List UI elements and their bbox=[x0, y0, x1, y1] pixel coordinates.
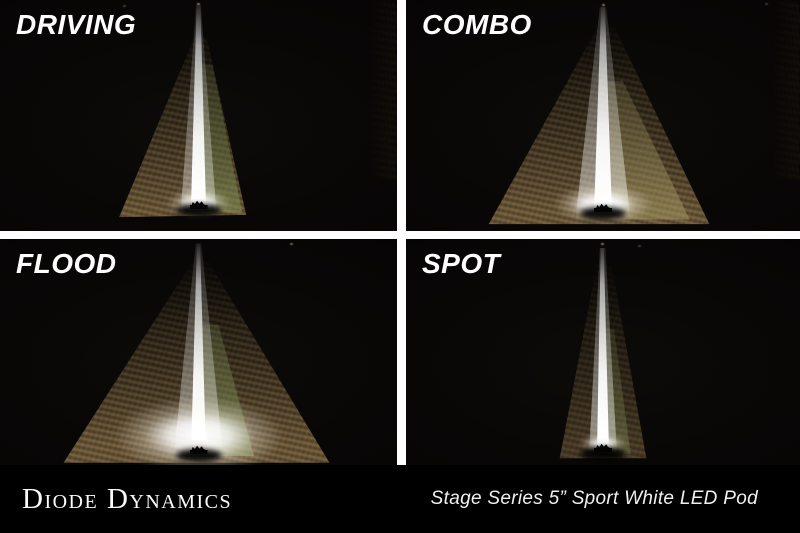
pod-shadow bbox=[580, 447, 626, 460]
distant-light-speck bbox=[196, 3, 200, 5]
led-pod-silhouette-icon bbox=[189, 445, 208, 454]
product-name: Stage Series 5” Sport White LED Pod bbox=[430, 488, 758, 509]
beam-core bbox=[597, 248, 609, 447]
panel-label-spot: SPOT bbox=[422, 248, 501, 279]
panel-spot: SPOT bbox=[406, 239, 800, 465]
led-pod-silhouette-icon bbox=[189, 200, 208, 209]
edge-brush-texture bbox=[367, 0, 397, 181]
panel-label-combo: COMBO bbox=[422, 9, 532, 40]
pod-shadow bbox=[580, 207, 626, 220]
distant-light-speck bbox=[602, 4, 606, 6]
distant-light-speck bbox=[638, 245, 642, 247]
distant-light-speck bbox=[123, 5, 127, 7]
brand-logo: Diode Dynamics bbox=[22, 482, 233, 515]
pod-shadow bbox=[175, 449, 222, 462]
led-pod-silhouette-icon bbox=[594, 203, 612, 212]
grid-divider-horizontal bbox=[0, 231, 800, 239]
panel-label-flood: FLOOD bbox=[16, 248, 117, 279]
edge-brush-texture bbox=[770, 0, 800, 181]
footer-bar: Diode Dynamics Stage Series 5” Sport Whi… bbox=[0, 465, 800, 533]
panel-flood: FLOOD bbox=[0, 239, 397, 465]
led-pod-silhouette-icon bbox=[594, 443, 612, 452]
distant-light-speck bbox=[289, 243, 293, 245]
distant-light-speck bbox=[601, 243, 605, 245]
panel-combo: COMBO bbox=[406, 0, 800, 231]
pod-shadow bbox=[175, 204, 222, 217]
distant-light-speck bbox=[764, 3, 768, 5]
panel-label-driving: DRIVING bbox=[16, 9, 137, 40]
panel-driving: DRIVING bbox=[0, 0, 397, 231]
